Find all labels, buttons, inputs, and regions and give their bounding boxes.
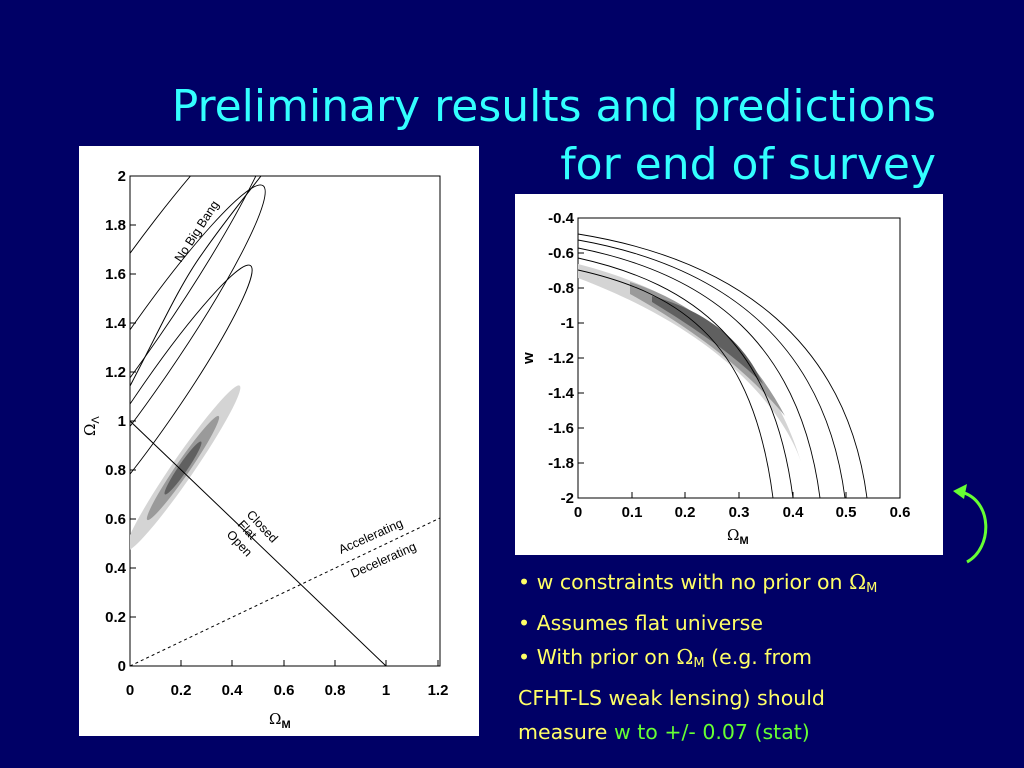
left-x-tick: 0 xyxy=(126,682,134,699)
left-y-tick: 2 xyxy=(118,168,126,185)
right-x-tick: 0.1 xyxy=(622,504,643,521)
slide-title: Preliminary results and predictions for … xyxy=(116,78,936,194)
right-y-axis-label: w xyxy=(520,352,537,365)
bullet-2: • Assumes flat universe xyxy=(518,611,763,635)
left-y-tick: 0.8 xyxy=(105,462,126,479)
left-x-tick: 1.2 xyxy=(428,682,449,699)
left-x-tick: 0.6 xyxy=(274,682,295,699)
no-big-bang-curve xyxy=(130,176,262,387)
contour-line-1 xyxy=(130,264,253,539)
w-contour-fill-middle xyxy=(630,282,785,416)
w-contour-line-2 xyxy=(578,257,794,498)
contour-fill-inner xyxy=(164,441,202,495)
w-contour-line-5 xyxy=(578,233,868,498)
right-x-tick: 0.2 xyxy=(675,504,696,521)
w-contour-line-4 xyxy=(578,239,846,498)
left-x-tick: 0.2 xyxy=(171,682,192,699)
left-y-tick: 1.4 xyxy=(105,315,127,332)
right-y-tick: -1.2 xyxy=(548,350,574,367)
bullet-1: • w constraints with no prior on ΩM xyxy=(518,570,878,596)
precision-highlight: w to +/- 0.07 (stat) xyxy=(613,720,810,744)
left-y-tick: 0 xyxy=(118,658,126,675)
left-x-tick: 0.8 xyxy=(325,682,346,699)
left-plot-frame xyxy=(129,175,441,667)
right-y-tick: -1.8 xyxy=(548,455,574,472)
right-x-tick: 0.5 xyxy=(836,504,857,521)
right-y-tick: -0.4 xyxy=(548,210,575,227)
left-y-axis-label: ΩΛ xyxy=(81,416,102,436)
omega-lambda-omega-m-plot: 0 0.2 0.4 0.6 0.8 1 1.2 1.4 1.6 1.8 2 0 … xyxy=(79,146,479,736)
right-x-tick: 0.3 xyxy=(729,504,750,521)
w-contour-fill-inner xyxy=(652,296,763,384)
left-x-tick: 1 xyxy=(382,682,390,699)
bullet-3-end: measure w to +/- 0.07 (stat) xyxy=(518,720,810,744)
contour-line-2 xyxy=(130,184,266,533)
right-y-tick: -1.6 xyxy=(548,420,574,437)
w-omega-m-plot: -0.4 -0.6 -0.8 -1 -1.2 -1.4 -1.6 -1.8 -2… xyxy=(515,194,943,555)
contour-line-3 xyxy=(130,176,279,527)
left-y-tick: 1.8 xyxy=(105,217,126,234)
w-contour-line-3 xyxy=(578,247,821,498)
left-x-tick: 0.4 xyxy=(222,682,244,699)
bullet-3-continued: CFHT-LS weak lensing) should xyxy=(518,686,825,710)
w-contour-line-1 xyxy=(578,269,774,498)
left-y-tick: 0.6 xyxy=(105,511,126,528)
right-x-tick: 0.6 xyxy=(890,504,911,521)
right-y-tick: -0.6 xyxy=(548,245,574,262)
left-y-tick: 0.2 xyxy=(105,609,126,626)
right-x-axis-label: ΩM xyxy=(727,526,749,547)
title-line-1: Preliminary results and predictions xyxy=(171,81,936,132)
left-y-tick: 0.4 xyxy=(105,560,127,577)
left-axis-ticks xyxy=(129,175,439,667)
flat-universe-line xyxy=(130,420,387,666)
right-y-tick: -1.4 xyxy=(548,385,575,402)
left-y-tick: 1 xyxy=(118,413,126,430)
left-y-tick: 1.2 xyxy=(105,364,126,381)
left-y-tick: 1.6 xyxy=(105,266,126,283)
right-x-tick: 0 xyxy=(574,504,582,521)
right-x-tick: 0.4 xyxy=(783,504,805,521)
w-contour-fill-outer xyxy=(578,264,801,462)
right-plot-svg: -0.4 -0.6 -0.8 -1 -1.2 -1.4 -1.6 -1.8 -2… xyxy=(520,210,911,547)
right-y-tick: -1 xyxy=(561,315,574,332)
confidence-contours xyxy=(130,176,279,551)
title-line-2: for end of survey xyxy=(560,139,936,190)
left-plot-svg: 0 0.2 0.4 0.6 0.8 1 1.2 1.4 1.6 1.8 2 0 … xyxy=(81,168,449,731)
right-axis-ticks xyxy=(577,217,901,499)
left-x-axis-label: ΩM xyxy=(269,710,291,731)
right-y-tick: -2 xyxy=(561,490,574,507)
bullet-3: • With prior on ΩM (e.g. from xyxy=(518,645,812,671)
curved-arrow-icon xyxy=(953,484,988,564)
bullet-list: • w constraints with no prior on ΩM • As… xyxy=(518,565,978,749)
right-y-tick: -0.8 xyxy=(548,280,574,297)
